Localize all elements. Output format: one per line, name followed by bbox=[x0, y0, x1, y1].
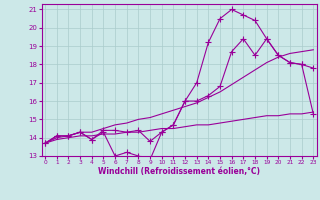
X-axis label: Windchill (Refroidissement éolien,°C): Windchill (Refroidissement éolien,°C) bbox=[98, 167, 260, 176]
